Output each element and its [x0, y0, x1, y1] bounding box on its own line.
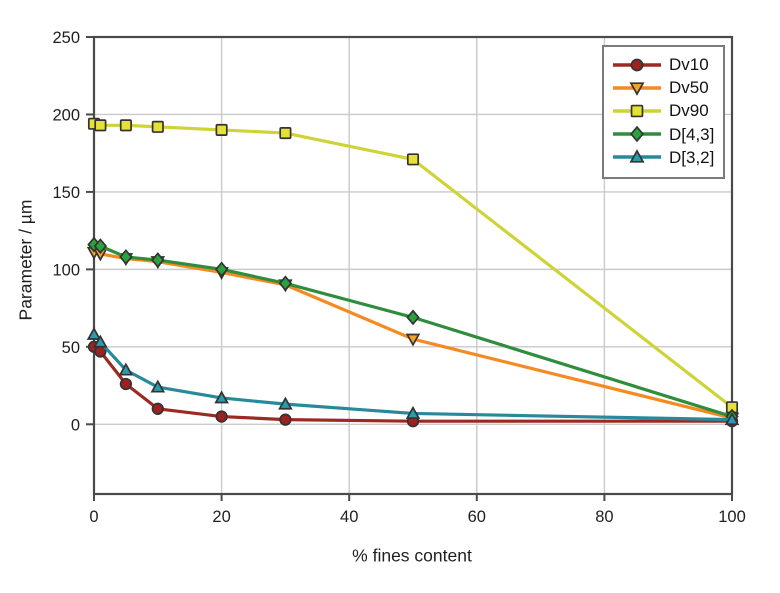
y-tick-label: 50 [62, 339, 80, 357]
x-tick-label: 0 [89, 508, 98, 526]
y-tick-label: 250 [52, 29, 80, 47]
legend-item-d32: D[3,2] [612, 146, 723, 169]
y-tick-label: 200 [52, 106, 80, 124]
legend-label: D[4,3] [669, 124, 715, 144]
x-tick-label: 40 [340, 508, 358, 526]
y-axis-title: Parameter / µm [15, 199, 36, 321]
series-line [93, 243, 733, 419]
x-axis-title: % fines content [352, 545, 472, 566]
x-tick-label: 60 [468, 508, 486, 526]
triangle-up-marker-icon [278, 396, 293, 410]
legend-line-sample [613, 104, 661, 118]
triangle-down-marker-icon [629, 82, 645, 96]
legend-label: Dv50 [669, 78, 709, 98]
legend-line-sample [613, 82, 661, 96]
circle-marker-icon [279, 413, 292, 426]
y-tick-label: 100 [52, 261, 80, 279]
series-dv90 [87, 117, 739, 414]
y-tick-label: 150 [52, 184, 80, 202]
legend-item-dv50: Dv50 [612, 76, 723, 99]
square-marker-icon [215, 123, 228, 136]
triangle-down-marker-icon [405, 333, 421, 347]
legend-line-sample [613, 149, 661, 164]
circle-marker-icon [215, 410, 228, 423]
triangle-up-marker-icon [150, 379, 166, 393]
circle-marker-icon [630, 58, 644, 72]
y-tick-label: 0 [71, 416, 80, 434]
square-marker-icon [151, 120, 164, 133]
x-tick-label: 100 [718, 508, 746, 526]
diamond-marker-icon [151, 252, 165, 268]
series-line [93, 250, 733, 420]
square-marker-icon [94, 119, 107, 132]
legend-line-sample [613, 125, 661, 143]
triangle-up-marker-icon [629, 149, 645, 164]
diamond-marker-icon [406, 309, 420, 326]
diamond-marker-icon [119, 249, 133, 265]
x-tick-label: 20 [212, 508, 230, 526]
square-marker-icon [406, 153, 420, 166]
x-tick-label: 80 [595, 508, 613, 526]
square-marker-icon [119, 119, 132, 132]
circle-marker-icon [119, 377, 133, 391]
triangle-up-marker-icon [214, 390, 229, 404]
triangle-up-marker-icon [724, 412, 740, 426]
legend-item-d43: D[4,3] [612, 123, 723, 146]
series-line [93, 345, 732, 423]
square-marker-icon [630, 104, 644, 118]
triangle-up-marker-icon [405, 405, 421, 419]
legend-item-dv10: Dv10 [612, 53, 723, 76]
legend-label: Dv10 [669, 55, 709, 75]
legend-label: D[3,2] [669, 147, 715, 167]
plot-frame [92, 35, 734, 496]
circle-marker-icon [151, 402, 164, 415]
series-d32 [86, 326, 740, 426]
square-marker-icon [279, 126, 292, 140]
diamond-marker-icon [630, 125, 644, 143]
legend-line-sample [613, 58, 661, 72]
diamond-marker-icon [93, 238, 108, 255]
diamond-marker-icon [278, 275, 293, 292]
triangle-up-marker-icon [93, 334, 108, 348]
triangle-up-marker-icon [86, 326, 102, 340]
legend-label: Dv90 [669, 101, 709, 121]
triangle-up-marker-icon [118, 362, 134, 376]
legend-item-dv90: Dv90 [612, 99, 723, 122]
diamond-marker-icon [214, 261, 229, 278]
legend: Dv10 Dv50 Dv90 D[4,3] D[3,2] [602, 45, 725, 179]
